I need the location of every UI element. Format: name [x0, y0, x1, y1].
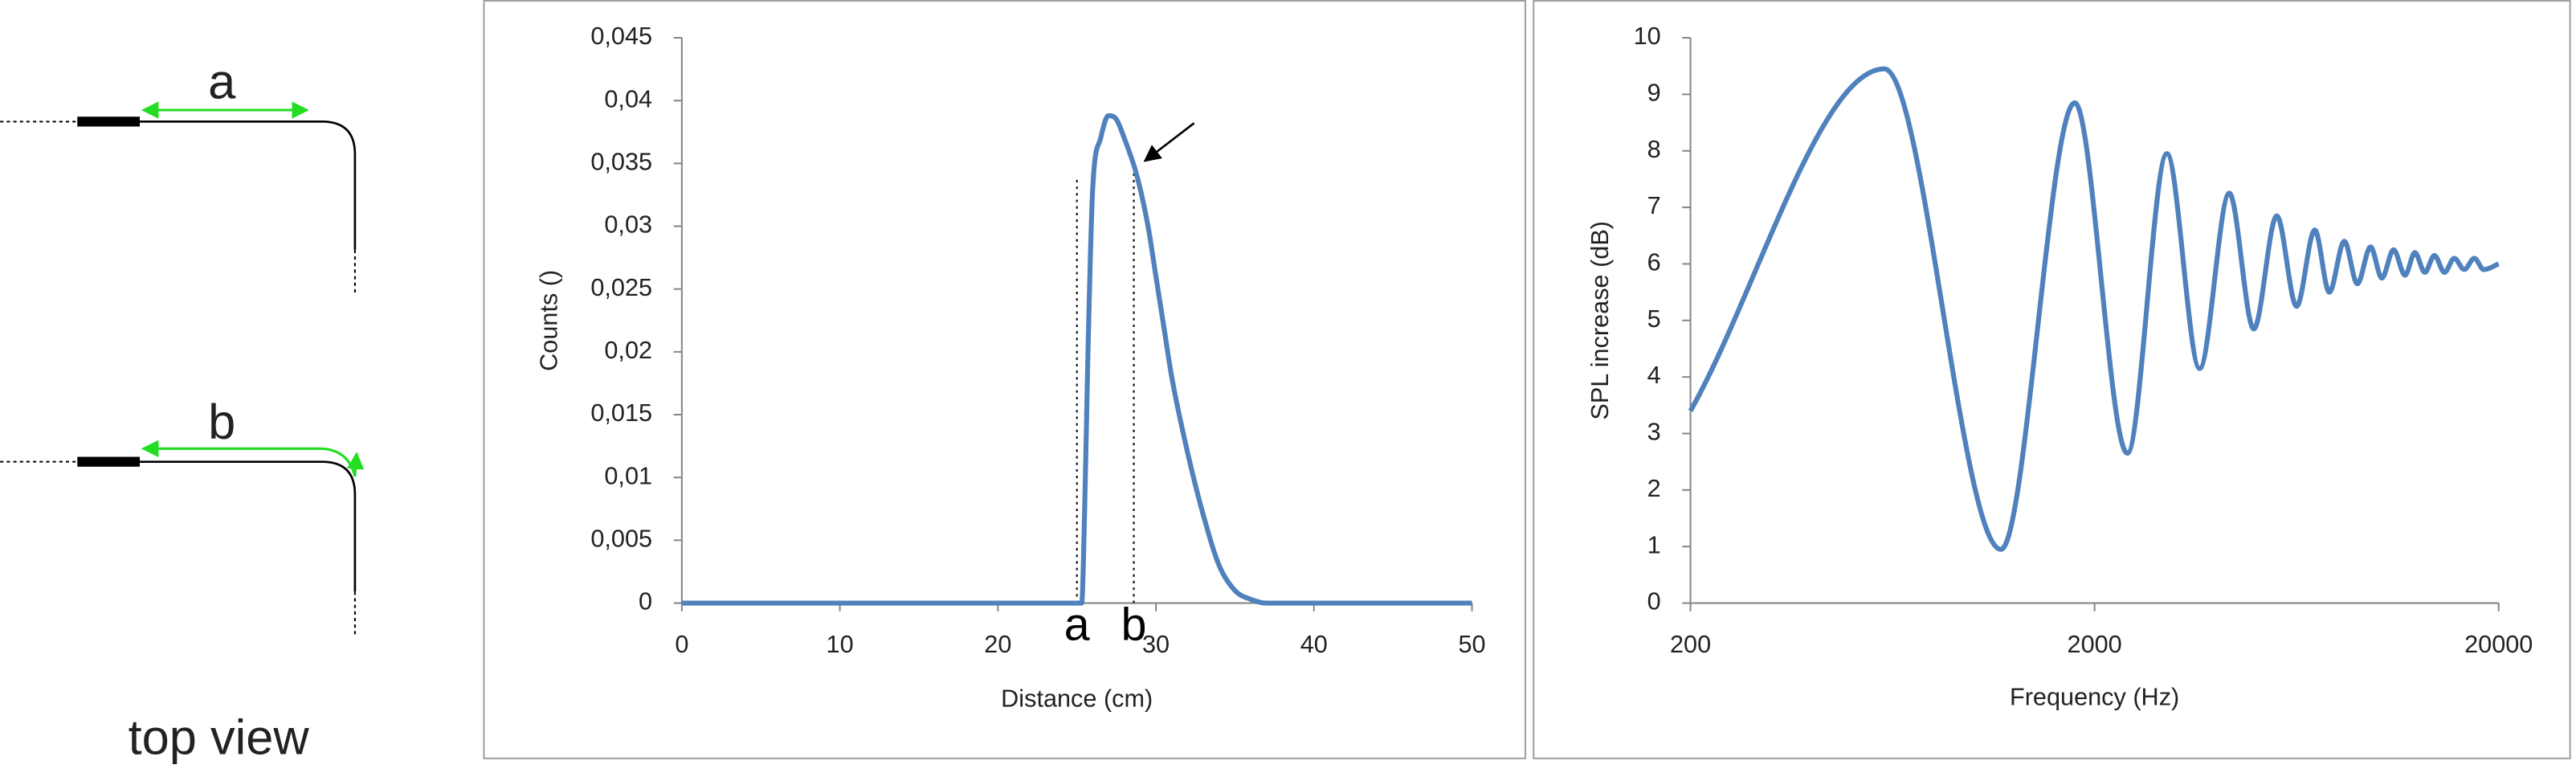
y-tick-label: 4 — [1647, 362, 1661, 389]
y-tick-label: 0,045 — [590, 22, 652, 50]
chart-frame — [1533, 0, 2571, 759]
y-tick-label: 0,035 — [590, 148, 652, 175]
path-b-arrow — [141, 440, 365, 477]
chart: 0 1 2 3 4 5 6 7 8 9 10 200 2000 20000 Frequency (Hz) SP… — [1586, 22, 2533, 710]
x-tick-label: 0 — [675, 631, 688, 658]
y-tick-label: 0,015 — [590, 399, 652, 427]
y-tick-label: 1 — [1647, 531, 1661, 558]
x-tick-label: 40 — [1300, 631, 1328, 658]
x-tick-label: 2000 — [2068, 631, 2122, 658]
y-tick-label: 10 — [1634, 22, 1661, 50]
label-b: b — [208, 395, 235, 450]
caption: top view — [129, 710, 310, 766]
x-tick-label: 50 — [1458, 631, 1485, 658]
top-view-diagram: a b top view — [0, 55, 365, 766]
y-axis-title: SPL increase (dB) — [1586, 221, 1614, 420]
y-axis-title: Counts () — [535, 270, 562, 371]
annotation-label: a — [1064, 599, 1090, 650]
y-tick-label: 0 — [1647, 588, 1661, 616]
chart: 0 0,005 0,01 0,015 0,02 0,025 0,03 0,035 0,04 0,0… — [535, 22, 1485, 712]
data-line — [681, 112, 1472, 606]
speaker — [77, 117, 140, 127]
label-a: a — [208, 55, 236, 110]
y-tick-label: 0,025 — [590, 274, 652, 301]
y-tick-label: 0,03 — [604, 211, 652, 239]
x-axis-title: Distance (cm) — [1001, 685, 1153, 712]
chart-frame — [483, 0, 1527, 759]
speaker — [77, 456, 140, 467]
data-line — [1688, 66, 2500, 552]
wall — [139, 460, 357, 592]
x-tick-label: 20000 — [2464, 631, 2533, 658]
x-tick-label: 30 — [1142, 631, 1170, 658]
annotation-label: b — [1121, 599, 1147, 650]
x-tick-label: 200 — [1670, 631, 1711, 658]
y-tick-label: 2 — [1647, 475, 1661, 502]
annotation-arrow — [1143, 122, 1195, 162]
x-tick-label: 20 — [984, 631, 1011, 658]
x-axis-title: Frequency (Hz) — [2010, 683, 2179, 710]
y-tick-label: 0,04 — [604, 85, 652, 112]
y-tick-label: 6 — [1647, 249, 1661, 276]
y-tick-label: 8 — [1647, 136, 1661, 163]
y-tick-label: 0,005 — [590, 525, 652, 552]
y-tick-label: 7 — [1647, 192, 1661, 219]
wall — [139, 121, 357, 250]
y-tick-label: 9 — [1647, 79, 1661, 106]
y-tick-label: 0,02 — [604, 337, 652, 364]
y-tick-label: 3 — [1647, 419, 1661, 446]
y-tick-label: 0,01 — [604, 462, 652, 489]
x-tick-label: 10 — [827, 631, 854, 658]
y-tick-label: 0 — [639, 588, 652, 616]
y-tick-label: 5 — [1647, 305, 1661, 333]
